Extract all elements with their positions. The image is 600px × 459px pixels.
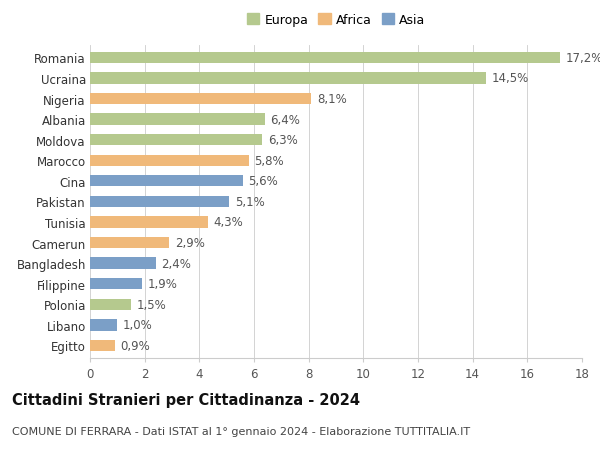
Bar [90, 217, 208, 228]
Text: 2,4%: 2,4% [161, 257, 191, 270]
Text: 1,9%: 1,9% [148, 278, 177, 291]
Bar [90, 155, 248, 167]
Text: 5,1%: 5,1% [235, 196, 265, 208]
Bar [90, 73, 487, 84]
Text: Cittadini Stranieri per Cittadinanza - 2024: Cittadini Stranieri per Cittadinanza - 2… [12, 392, 360, 408]
Text: 8,1%: 8,1% [317, 93, 347, 106]
Text: 1,5%: 1,5% [136, 298, 166, 311]
Text: 6,3%: 6,3% [268, 134, 298, 147]
Bar [90, 134, 262, 146]
Text: 5,8%: 5,8% [254, 154, 284, 168]
Bar [90, 319, 118, 331]
Bar [90, 299, 131, 310]
Bar [90, 258, 155, 269]
Bar [90, 53, 560, 64]
Text: 14,5%: 14,5% [492, 72, 529, 85]
Text: 5,6%: 5,6% [248, 175, 278, 188]
Bar [90, 196, 229, 207]
Bar [90, 94, 311, 105]
Text: 2,9%: 2,9% [175, 236, 205, 250]
Bar [90, 237, 169, 249]
Text: COMUNE DI FERRARA - Dati ISTAT al 1° gennaio 2024 - Elaborazione TUTTITALIA.IT: COMUNE DI FERRARA - Dati ISTAT al 1° gen… [12, 426, 470, 436]
Text: 0,9%: 0,9% [120, 339, 150, 352]
Text: 1,0%: 1,0% [123, 319, 152, 332]
Bar [90, 176, 243, 187]
Bar [90, 114, 265, 125]
Text: 17,2%: 17,2% [566, 52, 600, 65]
Text: 4,3%: 4,3% [213, 216, 243, 229]
Bar [90, 340, 115, 351]
Text: 6,4%: 6,4% [271, 113, 300, 126]
Bar [90, 279, 142, 290]
Legend: Europa, Africa, Asia: Europa, Africa, Asia [244, 11, 428, 29]
